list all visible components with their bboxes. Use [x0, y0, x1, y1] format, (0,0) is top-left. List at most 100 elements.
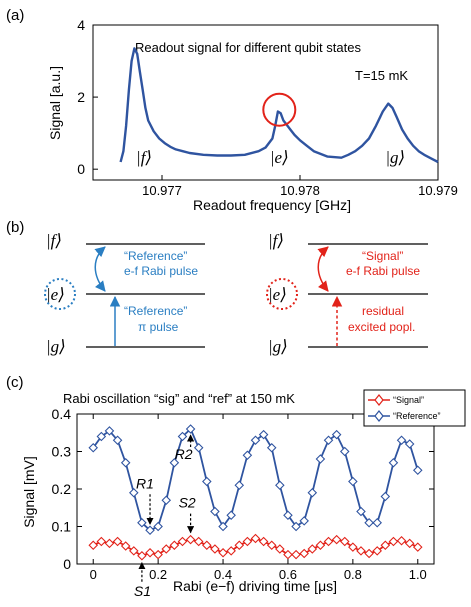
- readout-x-tick-label: 10.977: [142, 183, 182, 198]
- signal-point: [307, 544, 318, 554]
- reference-point: [331, 429, 342, 440]
- signal-point: [145, 547, 155, 558]
- reference-point: [96, 431, 107, 442]
- signal-point: [218, 547, 228, 558]
- reference-point: [323, 435, 334, 446]
- left-upper-label-1: “Reference”: [124, 249, 187, 263]
- readout-y-axis-label: Signal [a.u.]: [47, 66, 63, 140]
- legend-reference-label: “Reference”: [393, 411, 441, 421]
- signal-point: [339, 536, 350, 547]
- marker-label-s2: S2: [179, 495, 196, 511]
- reference-point: [145, 525, 155, 536]
- reference-point: [202, 476, 212, 487]
- reference-point: [112, 435, 123, 446]
- reference-point: [299, 516, 309, 526]
- signal-point: [185, 534, 196, 545]
- readout-signal-line: [119, 47, 439, 164]
- signal-point: [161, 544, 172, 554]
- readout-chart: Readout signal for different qubit state…: [47, 17, 458, 213]
- reference-point: [193, 442, 204, 453]
- readout-x-tick-label: 10.979: [418, 183, 458, 198]
- reference-point: [339, 446, 350, 457]
- signal-point: [169, 540, 180, 551]
- right-lower-label-1: residual: [362, 304, 404, 318]
- signal-point: [258, 536, 269, 547]
- legend-signal-marker: [374, 394, 384, 406]
- signal-point: [404, 538, 415, 549]
- reference-point: [177, 431, 188, 442]
- signal-point: [120, 541, 131, 551]
- reference-point: [169, 457, 180, 468]
- rabi-x-tick-label: 0.2: [149, 567, 167, 582]
- rabi-x-tick-label: 0.6: [279, 567, 297, 582]
- left-g-level-label: |g⟩: [46, 337, 66, 356]
- right-upper-label-2: e-f Rabi pulse: [346, 264, 420, 278]
- signal-point: [88, 540, 99, 551]
- reference-point: [242, 450, 253, 461]
- reference-point: [372, 517, 382, 528]
- right-lower-label-2: excited popl.: [348, 320, 415, 334]
- level-diagram-reference: |f⟩ |e⟩ |g⟩ “Reference” e-f Rabi pulse “…: [44, 231, 205, 356]
- reference-point: [104, 426, 115, 436]
- readout-y-tick-label: 0: [77, 161, 85, 177]
- signal-point: [210, 544, 220, 554]
- reference-point: [258, 429, 269, 440]
- left-upper-label-2: e-f Rabi pulse: [124, 264, 198, 278]
- readout-x-axis-label: Readout frequency [GHz]: [193, 197, 351, 213]
- reference-point: [153, 521, 163, 532]
- reference-point: [226, 510, 236, 521]
- reference-point: [250, 435, 261, 446]
- signal-point: [112, 536, 123, 547]
- signal-point: [388, 536, 399, 547]
- right-f-level-label: |f⟩: [268, 231, 284, 250]
- rabi-x-tick-label: 0.4: [214, 567, 232, 582]
- reference-point: [404, 439, 415, 449]
- rabi-x-tick-label: 1.0: [409, 567, 427, 582]
- reference-point: [120, 457, 131, 468]
- signal-point: [372, 546, 382, 556]
- signal-point: [396, 535, 407, 546]
- signal-point: [202, 540, 212, 551]
- signal-point: [315, 540, 326, 551]
- reference-point: [185, 424, 196, 434]
- signal-point: [331, 534, 342, 545]
- right-g-level-label: |g⟩: [268, 337, 288, 356]
- legend: “Signal” “Reference”: [363, 389, 466, 427]
- signal-point: [356, 546, 366, 556]
- reference-point: [396, 435, 407, 446]
- signal-point: [291, 549, 301, 560]
- signal-point: [250, 533, 261, 544]
- reference-point: [388, 457, 399, 468]
- reference-point: [275, 480, 285, 491]
- panel-a-label: (a): [6, 7, 24, 24]
- rabi-x-tick-label: 0: [90, 567, 97, 582]
- readout-y-tick-label: 4: [77, 17, 85, 33]
- left-e-dotted-circle: [44, 278, 76, 310]
- panel-b-label: (b): [6, 219, 24, 236]
- readout-plot-frame: [92, 24, 439, 181]
- signal-point: [137, 550, 147, 561]
- left-f-level-label: |f⟩: [46, 231, 62, 250]
- rabi-y-tick-label: 0.3: [52, 444, 72, 460]
- legend-box: [363, 389, 466, 427]
- legend-signal-label: “Signal”: [393, 395, 424, 405]
- readout-state-label: |g⟩: [385, 148, 405, 167]
- rabi-y-tick-label: 0.4: [52, 406, 72, 422]
- rabi-y-axis-label: Signal [mV]: [21, 456, 37, 528]
- readout-state-label: |e⟩: [270, 148, 289, 167]
- signal-point: [380, 540, 391, 551]
- reference-point: [161, 495, 172, 506]
- signal-point: [177, 536, 188, 547]
- reference-point: [129, 487, 139, 498]
- reference-point: [291, 521, 301, 532]
- left-lower-label-2: π pulse: [138, 320, 179, 334]
- marker-label-r1: R1: [136, 475, 154, 491]
- panel-c-label: (c): [6, 374, 24, 391]
- readout-y-tick-label: 2: [77, 89, 85, 105]
- signal-point: [275, 544, 285, 554]
- reference-point: [380, 491, 391, 502]
- readout-temperature-label: T=15 mK: [355, 68, 408, 83]
- rabi-chart: Rabi oscillation “sig” and “ref” at 150 …: [21, 389, 466, 599]
- signal-point: [226, 546, 236, 556]
- reference-point: [364, 517, 374, 528]
